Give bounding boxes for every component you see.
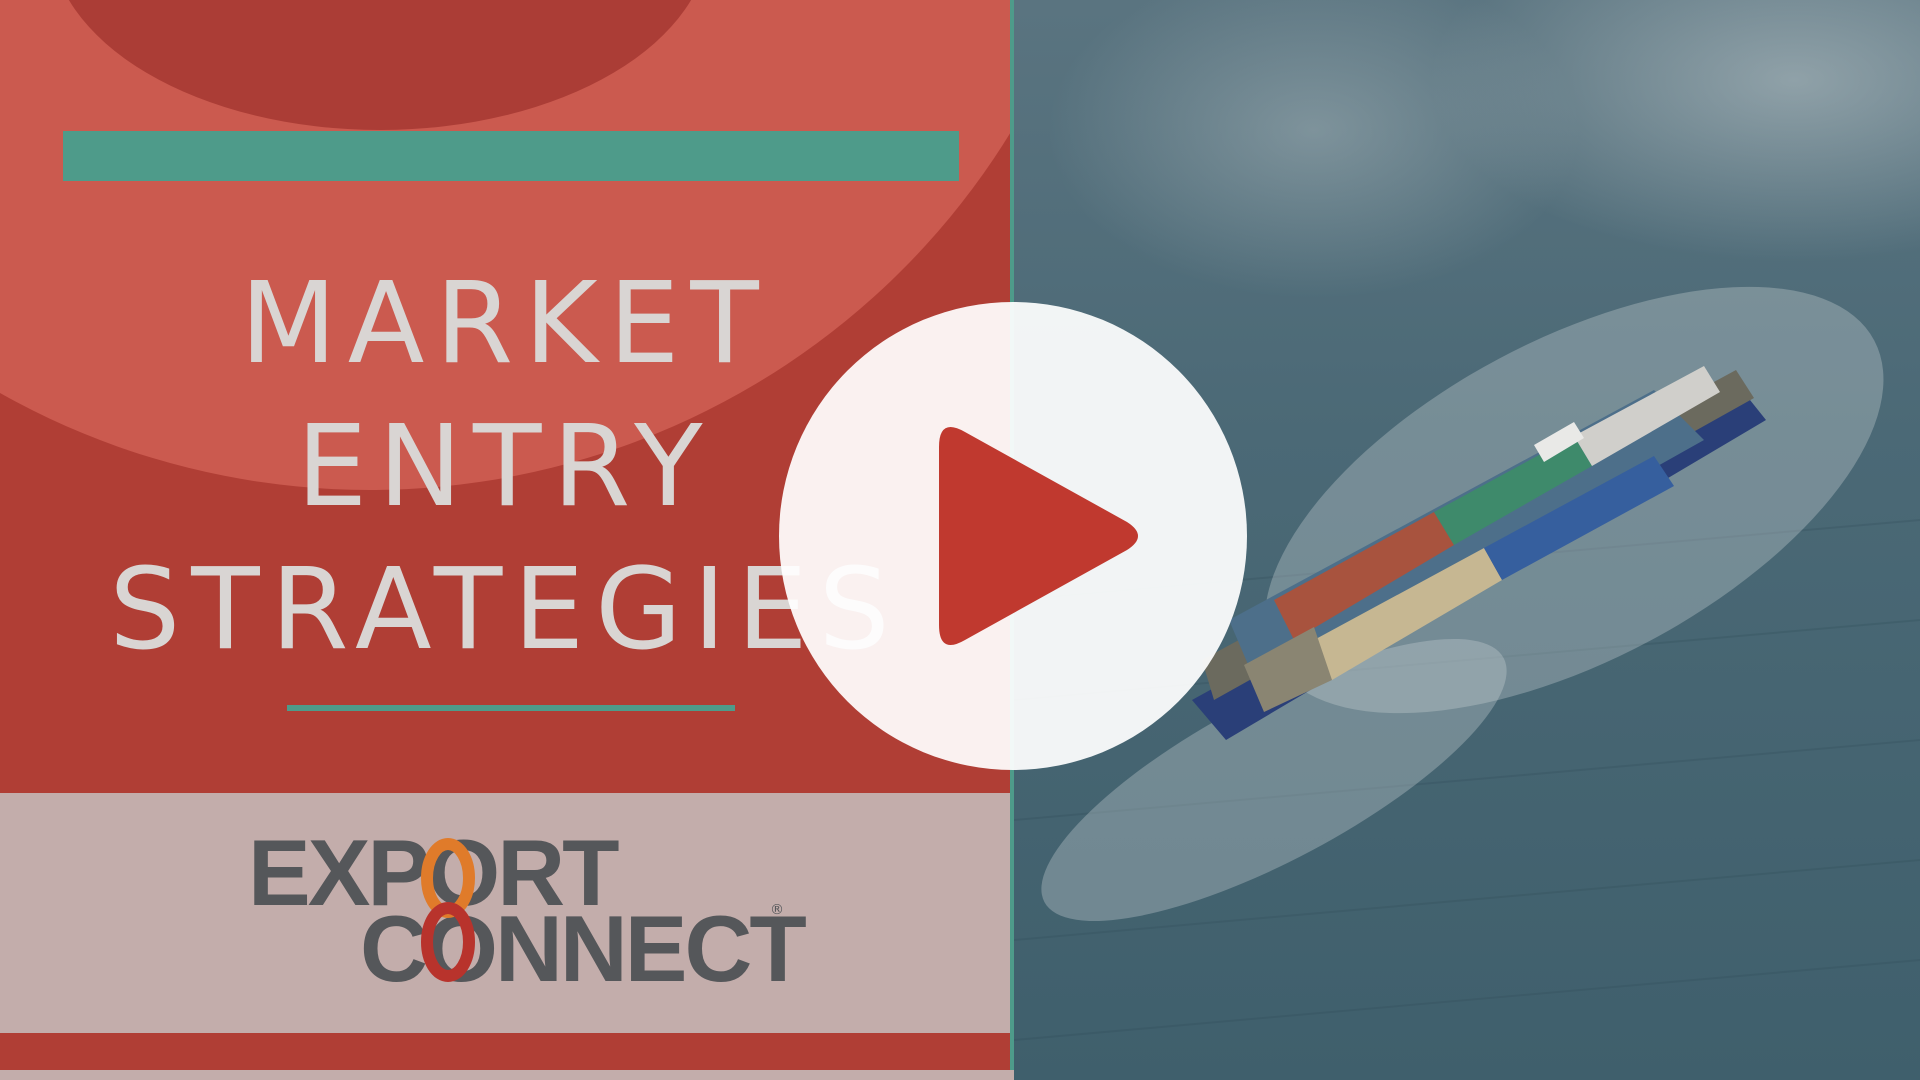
title-panel: MARKET ENTRY STRATEGIES bbox=[0, 0, 1010, 1033]
title-line-3: STRATEGIES bbox=[109, 545, 901, 675]
title-line-1: MARKET bbox=[240, 259, 770, 389]
ship-illustration bbox=[1014, 286, 1920, 1041]
logo-band bbox=[0, 793, 1010, 1033]
registered-mark: ® bbox=[770, 902, 784, 918]
title-line-2: ENTRY bbox=[296, 402, 714, 532]
title-underline bbox=[287, 705, 735, 711]
bottom-strip bbox=[0, 1070, 1014, 1080]
teal-accent-bar bbox=[63, 131, 959, 181]
play-icon bbox=[939, 427, 1138, 645]
export-connect-logo: EXPORT CONNECT bbox=[248, 826, 807, 996]
play-button[interactable] bbox=[779, 302, 1247, 770]
logo-chain-link-icon bbox=[421, 838, 475, 982]
